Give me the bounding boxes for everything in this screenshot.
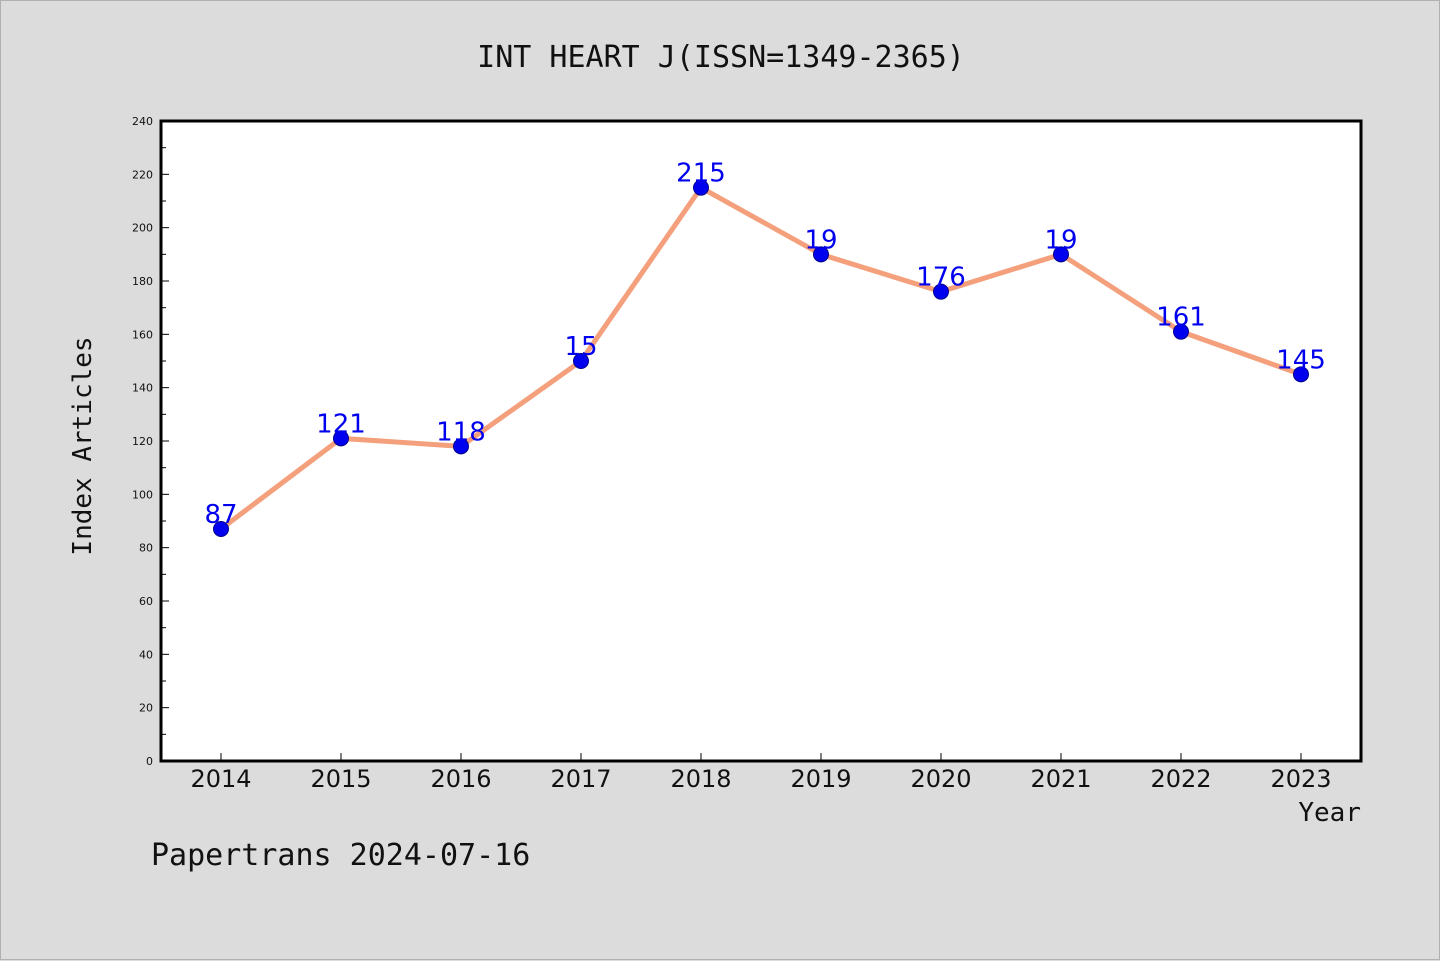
data-point [1293, 366, 1309, 383]
y-tick-label: 160 [132, 328, 153, 341]
data-label: 118 [436, 417, 486, 447]
y-axis: 0 20 40 60 80 100 120 140 160 180 200 220 240 [132, 115, 169, 768]
x-tick-label: 2017 [550, 765, 611, 793]
x-tick-label: 2018 [670, 765, 731, 793]
data-point [1173, 323, 1189, 340]
x-axis-label: Year [1298, 798, 1361, 828]
y-tick-label: 200 [132, 222, 153, 235]
x-tick-label: 2020 [910, 765, 971, 793]
data-point [213, 521, 229, 537]
data-point [813, 246, 829, 263]
x-tick-label: 2016 [430, 765, 491, 793]
x-tick-label: 2023 [1270, 765, 1331, 793]
y-tick-label: 80 [139, 542, 153, 555]
x-tick-label: 2021 [1030, 765, 1091, 793]
data-label: 19 [804, 225, 837, 255]
data-point [1053, 246, 1069, 263]
x-tick-label: 2022 [1150, 765, 1211, 793]
data-label: 19 [1044, 225, 1077, 255]
x-tick-label: 2019 [790, 765, 851, 793]
x-tick-label: 2015 [310, 765, 371, 793]
data-point [453, 438, 469, 455]
x-axis: 2014 2015 2016 2017 2018 2019 2020 2021 2022 2023 [190, 753, 1332, 793]
series-line [219, 185, 1302, 531]
data-point [933, 283, 949, 300]
data-label: 15 [564, 332, 597, 362]
y-tick-label: 180 [132, 275, 153, 288]
data-point [693, 179, 709, 196]
y-tick-label: 220 [132, 168, 153, 181]
watermark: Papertrans 2024-07-16 [151, 838, 530, 873]
data-point [333, 430, 349, 447]
data-label: 145 [1276, 345, 1326, 375]
y-tick-label: 100 [132, 488, 153, 501]
y-tick-label: 20 [139, 702, 153, 715]
y-tick-label: 140 [132, 382, 153, 395]
data-labels: 87 121 118 15 215 19 176 19 161 145 [204, 159, 1325, 530]
y-tick-label: 120 [132, 435, 153, 448]
data-label: 161 [1156, 303, 1206, 333]
data-point [573, 353, 589, 369]
data-label: 176 [916, 263, 966, 293]
data-label: 215 [676, 159, 726, 189]
data-label: 121 [316, 409, 366, 439]
y-tick-label: 40 [139, 648, 153, 661]
y-tick-label: 0 [146, 755, 153, 768]
data-label: 87 [204, 500, 237, 530]
data-points [213, 179, 1309, 537]
y-tick-label: 240 [132, 115, 153, 128]
x-tick-label: 2014 [190, 765, 251, 793]
chart-title: INT HEART J(ISSN=1349-2365) [477, 40, 965, 75]
y-tick-label: 60 [139, 595, 153, 608]
y-axis-label: Index Articles [68, 336, 98, 555]
